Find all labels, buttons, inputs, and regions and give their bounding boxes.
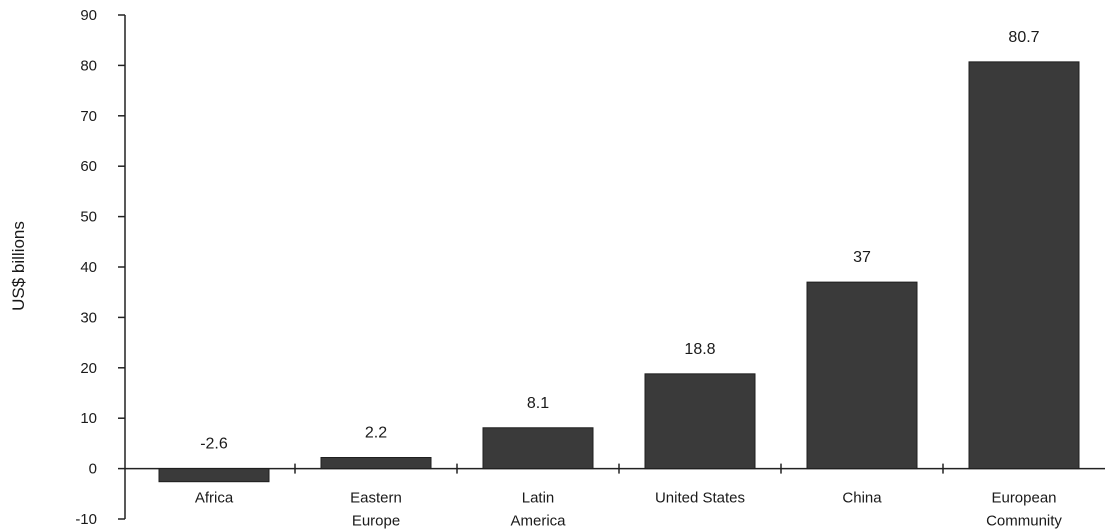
bar [320, 457, 432, 470]
y-tick-label: -10 [75, 511, 97, 528]
x-tick-label: China [842, 490, 882, 507]
x-tick-label: United States [655, 490, 745, 507]
x-tick-label: Latin America [510, 490, 566, 529]
x-tick-label-line: Latin [522, 490, 555, 507]
x-tick-label-line: Eastern [350, 490, 402, 507]
y-tick-label: 30 [80, 309, 97, 326]
x-tick-label-line: Community [986, 513, 1062, 529]
y-tick-label: 40 [80, 259, 97, 276]
bar [158, 468, 270, 483]
y-tick-label: 60 [80, 158, 97, 175]
category-labels: Africa Eastern Europe Latin America United St… [195, 490, 1063, 529]
y-tick-label: 0 [89, 461, 97, 478]
bar [482, 427, 594, 470]
y-tick-label: 80 [80, 57, 97, 74]
y-tick-label: 70 [80, 108, 97, 125]
x-tick-label-line: European [991, 490, 1056, 507]
x-tick-label-line: Africa [195, 490, 234, 507]
bar [644, 373, 756, 470]
y-axis-title: US$ billions [9, 221, 28, 311]
data-labels: -2.6 2.2 8.1 18.8 37 80.7 [200, 29, 1039, 453]
bar [968, 61, 1080, 470]
y-tick-label: 10 [80, 410, 97, 427]
bar [806, 281, 918, 470]
x-tick-label: Africa [195, 490, 234, 507]
x-tick-label: Eastern Europe [350, 490, 402, 529]
y-axis: -10 0 10 20 30 40 50 60 70 80 90 [75, 7, 126, 528]
data-label: 37 [853, 249, 871, 266]
x-tick-label-line: United States [655, 490, 745, 507]
data-label: 80.7 [1008, 29, 1039, 46]
data-label: -2.6 [200, 436, 228, 453]
y-tick-label: 50 [80, 209, 97, 226]
y-tick-label: 90 [80, 7, 97, 24]
x-tick-label-line: Europe [352, 513, 400, 529]
data-label: 18.8 [684, 341, 715, 358]
x-axis [125, 463, 1105, 474]
y-tick-label: 20 [80, 360, 97, 377]
data-label: 2.2 [365, 425, 387, 442]
x-tick-label-line: China [842, 490, 882, 507]
bars [158, 61, 1080, 483]
data-label: 8.1 [527, 395, 549, 412]
x-tick-label-line: America [510, 513, 566, 529]
x-tick-label: European Community [986, 490, 1062, 529]
